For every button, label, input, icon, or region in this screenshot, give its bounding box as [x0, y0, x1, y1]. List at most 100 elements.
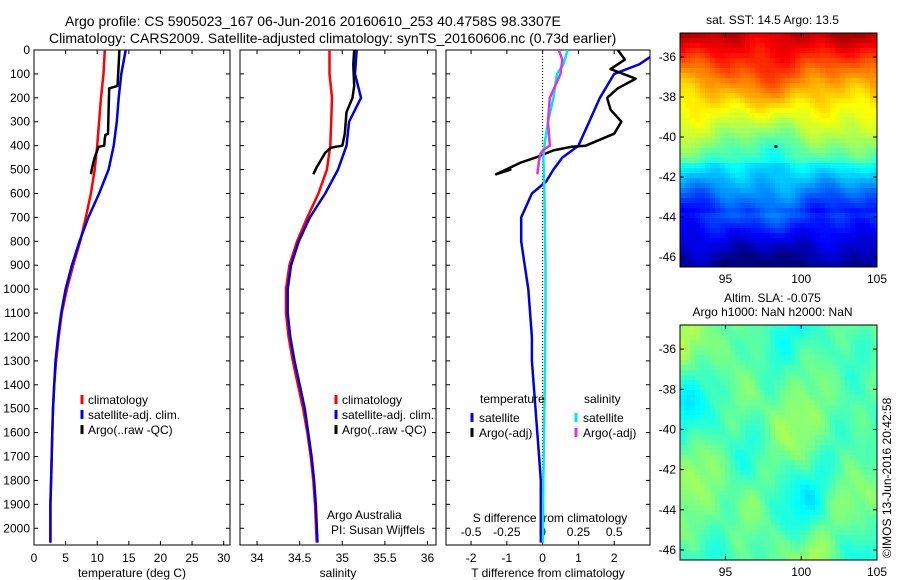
sla_map-cell: [760, 525, 766, 531]
sla_map-cell: [770, 455, 776, 461]
sst_map-cell: [685, 133, 691, 139]
sst_map-cell: [850, 63, 856, 69]
sst_map-cell: [795, 188, 801, 194]
sla_map-cell: [820, 555, 826, 560]
legend-group-salinity: salinity: [584, 392, 621, 406]
sla_map-cell: [710, 350, 716, 356]
sst_map-cell: [820, 33, 826, 39]
sst_map-cell: [820, 228, 826, 234]
sst_map-cell: [700, 83, 706, 89]
sst_map-cell: [740, 258, 746, 264]
difference-xtick-label: 0: [539, 551, 546, 565]
sla_map-cell: [715, 430, 721, 436]
sla_map-cell: [720, 340, 726, 346]
sla_map-cell: [720, 535, 726, 541]
sst_map-cell: [840, 188, 846, 194]
sst_map-cell: [715, 133, 721, 139]
sla_map-cell: [775, 495, 781, 501]
sla_map-cell: [835, 415, 841, 421]
sst_map-cell: [860, 98, 866, 104]
sla_map-cell: [720, 545, 726, 551]
sst_map-cell: [725, 103, 731, 109]
sla_map-cell: [760, 435, 766, 441]
sla_map-cell: [845, 495, 851, 501]
sst_map-cell: [765, 243, 771, 249]
s-tick-label: -0.5: [461, 525, 482, 539]
sst_map-cell: [700, 218, 706, 224]
sla_map-cell: [755, 410, 761, 416]
sst_map-cell: [750, 73, 756, 79]
sst_map-cell: [830, 83, 836, 89]
sla_map-cell: [760, 485, 766, 491]
sst_map-cell: [725, 198, 731, 204]
sst_map-cell: [740, 233, 746, 239]
sla_map-cell: [815, 420, 821, 426]
sla_map-cell: [850, 370, 856, 376]
sst_map-cell: [795, 43, 801, 49]
sst_map-cell: [865, 53, 871, 59]
sla_map-cell: [685, 335, 691, 341]
sst_map-cell: [790, 108, 796, 114]
sst_map-cell: [860, 143, 866, 149]
sla_map-cell: [760, 450, 766, 456]
sla_map-cell: [760, 445, 766, 451]
sla_map-cell: [735, 455, 741, 461]
sst_map-cell: [750, 103, 756, 109]
sst_map-cell: [695, 153, 701, 159]
sla_map-cell: [840, 350, 846, 356]
sst_map-cell: [695, 178, 701, 184]
sst_map-cell: [790, 213, 796, 219]
sla_map-cell: [690, 350, 696, 356]
sla_map-cell: [870, 340, 876, 346]
sst_map-cell: [720, 148, 726, 154]
sst_map-cell: [735, 58, 741, 64]
sst_map-cell: [755, 68, 761, 74]
sla_map-cell: [700, 345, 706, 351]
sla_map-cell: [780, 490, 786, 496]
sst_map-cell: [865, 78, 871, 84]
sst_map-cell: [700, 248, 706, 254]
sla_map-cell: [785, 415, 791, 421]
sla_map-cell: [745, 470, 751, 476]
sla_map-cell: [745, 515, 751, 521]
sst_map-cell: [795, 68, 801, 74]
sst_map-cell: [695, 193, 701, 199]
sst_map-cell: [680, 203, 686, 209]
sla_map-cell: [805, 465, 811, 471]
sla_map-cell: [735, 530, 741, 536]
sst_map-cell: [800, 83, 806, 89]
sst_map-cell: [790, 48, 796, 54]
sla_map-cell: [710, 415, 716, 421]
sst_map-cell: [760, 198, 766, 204]
sst_map-cell: [855, 78, 861, 84]
sst_map-cell: [810, 138, 816, 144]
sla_map-cell: [795, 405, 801, 411]
sla_map-cell: [700, 495, 706, 501]
sst_map-cell: [830, 168, 836, 174]
sst_map-cell: [810, 128, 816, 134]
sst_map-cell: [700, 223, 706, 229]
sla_map-cell: [755, 480, 761, 486]
sst_map-cell: [685, 223, 691, 229]
sst_map-cell: [750, 53, 756, 59]
sst_map-cell: [840, 83, 846, 89]
sst_map-cell: [820, 193, 826, 199]
sst_map-cell: [870, 33, 876, 39]
sla_map-cell: [695, 470, 701, 476]
sla_map-cell: [835, 400, 841, 406]
sla_map-cell: [750, 330, 756, 336]
sla_map-cell: [795, 435, 801, 441]
sla_map-cell: [830, 530, 836, 536]
sst_map-cell: [845, 78, 851, 84]
sst_map-cell: [870, 108, 876, 114]
sst_map-cell: [745, 203, 751, 209]
sla_map-cell: [765, 435, 771, 441]
sla_map-cell: [705, 345, 711, 351]
sla_map-cell: [695, 530, 701, 536]
sst_map-cell: [730, 193, 736, 199]
sst_map-cell: [795, 38, 801, 44]
sst_map-cell: [795, 73, 801, 79]
sla_map-cell: [715, 465, 721, 471]
sla_map-cell: [695, 400, 701, 406]
sst_map-cell: [755, 43, 761, 49]
